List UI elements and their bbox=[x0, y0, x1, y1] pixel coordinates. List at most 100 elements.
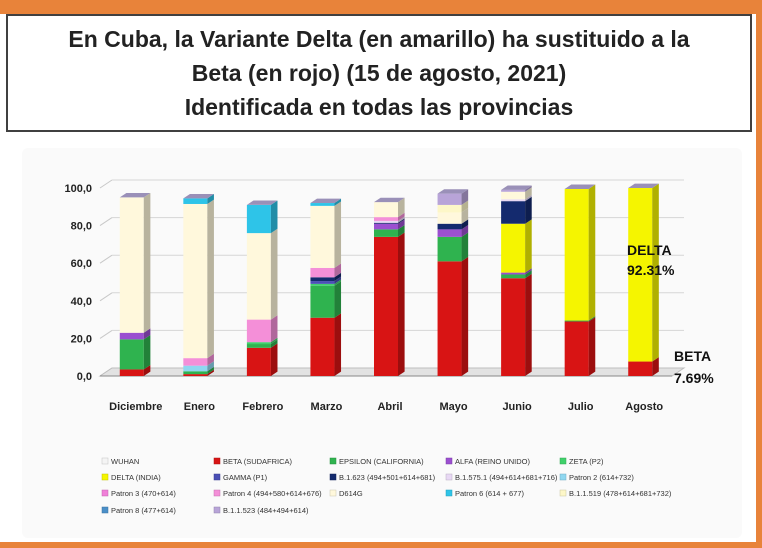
bar-segment-side bbox=[398, 232, 405, 376]
legend-entry: B.1.623 (494+501+614+681) bbox=[339, 473, 436, 482]
bar-segment bbox=[437, 236, 462, 262]
legend-swatch bbox=[559, 473, 567, 481]
bar-segment-side bbox=[525, 187, 532, 200]
bar-segment bbox=[564, 321, 589, 376]
legend-swatch bbox=[101, 489, 109, 497]
bar-segment-side bbox=[334, 281, 342, 318]
legend-swatch bbox=[329, 473, 337, 481]
bar-segment-side bbox=[207, 193, 214, 204]
bar-segment-side bbox=[461, 189, 469, 205]
y-tick-label: 40,0 bbox=[71, 296, 92, 308]
bar-segment bbox=[437, 261, 462, 376]
delta-annotation-label: DELTA bbox=[627, 242, 672, 258]
top-accent-bar bbox=[0, 0, 762, 14]
legend-swatch bbox=[213, 457, 221, 465]
gridline-depth bbox=[99, 329, 113, 339]
title-line-1: En Cuba, la Variante Delta (en amarillo)… bbox=[68, 26, 690, 52]
bar-segment-side bbox=[334, 313, 342, 376]
x-tick-label: Marzo bbox=[311, 401, 343, 413]
bar-segment-side bbox=[398, 218, 405, 224]
legend-swatch bbox=[445, 489, 453, 497]
bar-segment bbox=[119, 197, 144, 333]
x-tick-label: Enero bbox=[184, 401, 215, 413]
bar-segment-side bbox=[652, 357, 659, 376]
legend-swatch bbox=[213, 489, 221, 497]
y-tick-label: 100,0 bbox=[64, 183, 92, 195]
legend-entry: Patron 8 (477+614) bbox=[111, 506, 176, 515]
bar-segment bbox=[246, 233, 271, 320]
bar-segment-side bbox=[143, 193, 151, 333]
title-line-2: Beta (en rojo) (15 de agosto, 2021) bbox=[191, 60, 567, 86]
bar-segment-side bbox=[398, 216, 405, 223]
bar-segment-side bbox=[143, 365, 151, 376]
bar-segment-side bbox=[334, 263, 342, 278]
bar-segment bbox=[437, 193, 462, 205]
legend-swatch bbox=[101, 473, 109, 481]
bar-segment bbox=[119, 339, 144, 370]
legend-swatch bbox=[101, 506, 109, 514]
bar-segment-side bbox=[525, 185, 532, 192]
bar-segment-side bbox=[207, 369, 214, 376]
bar-segment bbox=[501, 199, 526, 202]
y-tick-label: 0,0 bbox=[77, 371, 92, 383]
bar-segment bbox=[310, 267, 335, 278]
bar-segment bbox=[246, 344, 271, 348]
bar-segment bbox=[246, 342, 271, 345]
bar-top-cap bbox=[183, 193, 214, 199]
gridline-depth bbox=[99, 292, 113, 302]
bar-segment bbox=[374, 217, 398, 221]
legend-entry: B.1.1.519 (478+614+681+732) bbox=[569, 489, 672, 498]
legend-swatch bbox=[329, 489, 337, 497]
bar-segment bbox=[501, 201, 526, 224]
delta-annotation-value: 92.31% bbox=[627, 262, 675, 278]
bar-segment-side bbox=[398, 224, 405, 237]
bar-segment-side bbox=[588, 317, 596, 376]
bar-segment bbox=[183, 198, 208, 204]
bar-segment bbox=[246, 319, 271, 343]
bar-segment-side bbox=[334, 272, 342, 282]
right-accent-bar bbox=[756, 0, 762, 548]
bar-segment-side bbox=[270, 337, 278, 345]
bar-segment bbox=[628, 361, 653, 376]
bar-segment bbox=[564, 320, 589, 322]
bar-segment-side bbox=[461, 200, 469, 213]
legend-entry: Patron 6 (614 + 677) bbox=[455, 489, 525, 498]
bar-top-cap bbox=[501, 185, 532, 190]
bar-segment bbox=[501, 191, 526, 200]
bar-segment-side bbox=[588, 184, 596, 321]
bar-segment-side bbox=[270, 200, 278, 234]
bar-segment-side bbox=[334, 201, 342, 268]
bar-segment bbox=[437, 229, 462, 237]
legend-entry: BETA (SUDAFRICA) bbox=[223, 457, 293, 466]
bar-segment bbox=[183, 203, 208, 359]
bar-segment bbox=[246, 204, 271, 234]
y-tick-label: 80,0 bbox=[71, 221, 92, 233]
x-tick-label: Julio bbox=[568, 401, 594, 413]
bar-segment-side bbox=[270, 343, 278, 376]
bar-top-cap bbox=[564, 184, 596, 189]
bar-segment-side bbox=[270, 228, 278, 320]
bar-top-cap bbox=[310, 198, 342, 204]
title-line-3: Identificada en todas las provincias bbox=[184, 94, 574, 120]
bar-segment bbox=[246, 347, 271, 376]
bar-top-cap bbox=[374, 197, 405, 203]
bar-segment bbox=[310, 205, 335, 268]
bar-segment bbox=[437, 223, 462, 230]
bar-segment bbox=[374, 222, 398, 224]
bar-segment-side bbox=[270, 315, 278, 343]
bar-segment bbox=[501, 272, 526, 275]
bar-segment-side bbox=[270, 339, 278, 348]
bar-segment bbox=[374, 223, 398, 230]
bar-top-cap bbox=[246, 200, 278, 205]
bar-segment-side bbox=[461, 224, 469, 237]
bar-top-cap bbox=[119, 193, 151, 198]
bar-segment-side bbox=[525, 194, 532, 202]
bar-segment-side bbox=[588, 316, 596, 322]
bar-segment-side bbox=[525, 196, 532, 224]
legend-entry: ZETA (P2) bbox=[569, 457, 604, 466]
bar-segment bbox=[501, 223, 526, 273]
bar-segment-side bbox=[525, 270, 532, 279]
bar-segment bbox=[374, 220, 398, 223]
x-tick-label: Abril bbox=[377, 401, 402, 413]
bar-segment-side bbox=[461, 256, 469, 376]
